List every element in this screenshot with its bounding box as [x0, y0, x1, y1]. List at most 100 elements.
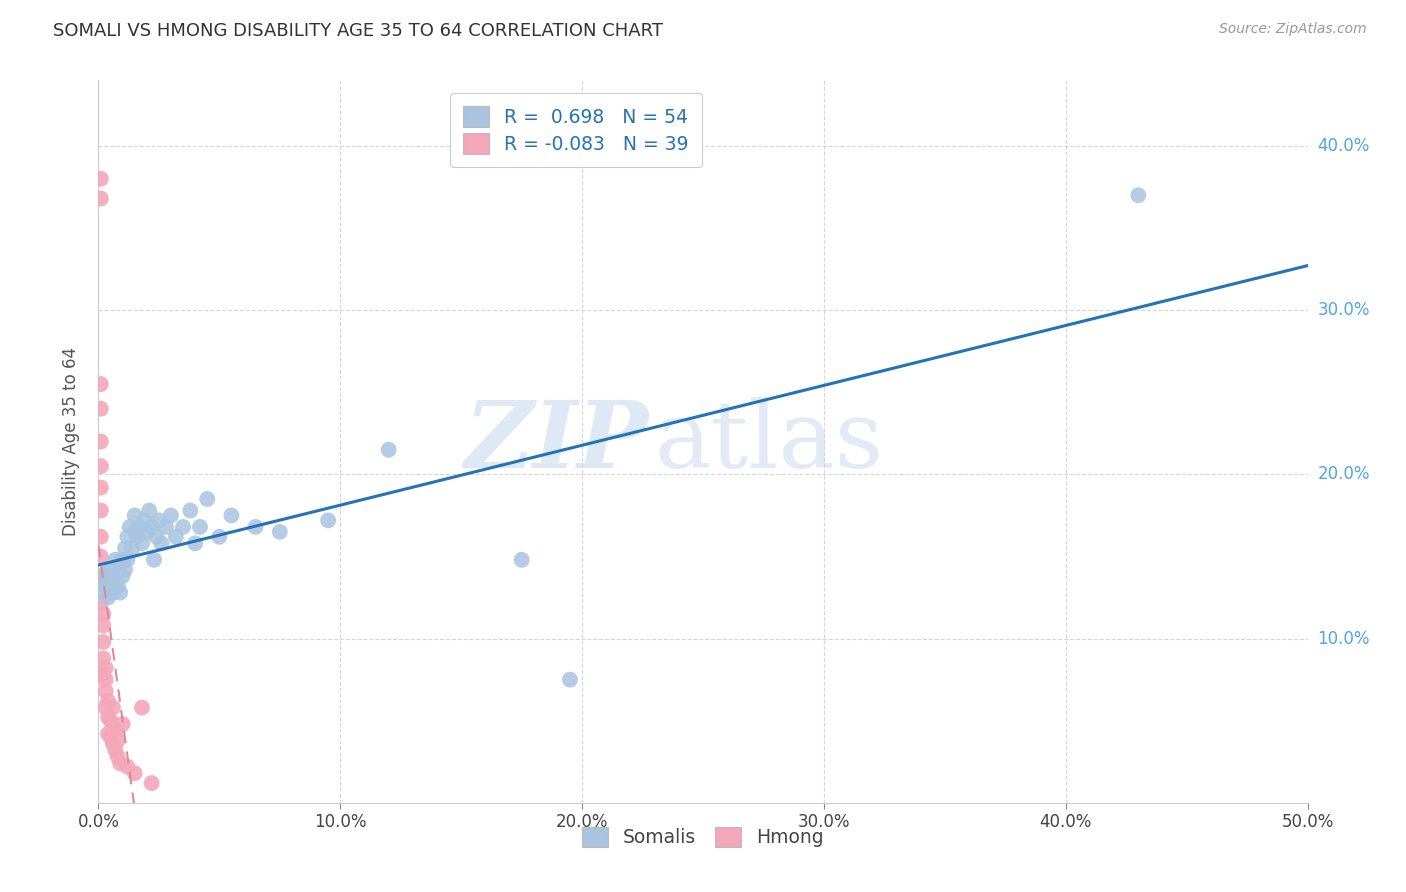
Point — [90, 503, 112, 517]
Point — [148, 513, 170, 527]
Point — [108, 558, 131, 572]
Point — [100, 582, 122, 597]
Point — [101, 700, 124, 714]
Point — [101, 585, 124, 599]
Point — [138, 503, 160, 517]
Point — [107, 563, 129, 577]
Text: atlas: atlas — [655, 397, 884, 486]
Point — [111, 553, 134, 567]
Point — [108, 756, 131, 771]
Point — [1128, 188, 1150, 202]
Point — [195, 491, 218, 506]
Point — [94, 684, 117, 698]
Point — [114, 541, 136, 556]
Point — [111, 569, 134, 583]
Point — [108, 585, 131, 599]
Point — [114, 563, 136, 577]
Point — [118, 520, 141, 534]
Point — [90, 434, 112, 449]
Point — [97, 591, 120, 605]
Point — [184, 536, 207, 550]
Point — [111, 717, 134, 731]
Point — [94, 579, 117, 593]
Point — [107, 733, 129, 747]
Point — [316, 513, 339, 527]
Point — [208, 530, 231, 544]
Text: ZIP: ZIP — [464, 397, 648, 486]
Point — [179, 503, 201, 517]
Point — [145, 530, 167, 544]
Point — [90, 171, 112, 186]
Point — [104, 723, 127, 738]
Point — [90, 481, 112, 495]
Legend: Somalis, Hmong: Somalis, Hmong — [575, 820, 831, 855]
Point — [245, 520, 267, 534]
Point — [104, 743, 127, 757]
Point — [558, 673, 581, 687]
Point — [97, 710, 120, 724]
Point — [91, 667, 114, 681]
Point — [90, 459, 112, 474]
Text: Source: ZipAtlas.com: Source: ZipAtlas.com — [1219, 22, 1367, 37]
Point — [91, 651, 114, 665]
Point — [90, 595, 112, 609]
Point — [101, 737, 124, 751]
Point — [117, 553, 139, 567]
Point — [97, 694, 120, 708]
Point — [90, 530, 112, 544]
Point — [141, 520, 163, 534]
Point — [143, 553, 166, 567]
Point — [104, 553, 127, 567]
Point — [91, 635, 114, 649]
Point — [97, 727, 120, 741]
Text: 30.0%: 30.0% — [1317, 301, 1369, 319]
Point — [101, 720, 124, 734]
Point — [165, 530, 187, 544]
Point — [94, 673, 117, 687]
Point — [94, 566, 117, 580]
Point — [90, 549, 112, 564]
Point — [117, 760, 139, 774]
Point — [121, 541, 143, 556]
Point — [100, 714, 122, 728]
Point — [91, 607, 114, 621]
Text: 20.0%: 20.0% — [1317, 466, 1369, 483]
Point — [135, 524, 157, 539]
Text: 10.0%: 10.0% — [1317, 630, 1369, 648]
Text: 40.0%: 40.0% — [1317, 137, 1369, 155]
Point — [90, 377, 112, 392]
Point — [91, 618, 114, 632]
Point — [188, 520, 211, 534]
Point — [141, 776, 163, 790]
Point — [124, 524, 146, 539]
Point — [91, 574, 114, 588]
Point — [107, 579, 129, 593]
Point — [94, 700, 117, 714]
Point — [107, 749, 129, 764]
Point — [90, 401, 112, 416]
Point — [377, 442, 399, 457]
Point — [160, 508, 183, 523]
Point — [127, 530, 149, 544]
Point — [150, 536, 173, 550]
Point — [100, 730, 122, 744]
Text: SOMALI VS HMONG DISABILITY AGE 35 TO 64 CORRELATION CHART: SOMALI VS HMONG DISABILITY AGE 35 TO 64 … — [53, 22, 664, 40]
Point — [221, 508, 243, 523]
Point — [131, 536, 153, 550]
Point — [101, 574, 124, 588]
Point — [90, 192, 112, 206]
Point — [94, 661, 117, 675]
Point — [128, 520, 150, 534]
Point — [172, 520, 194, 534]
Point — [117, 530, 139, 544]
Point — [510, 553, 533, 567]
Point — [104, 569, 127, 583]
Point — [90, 569, 112, 583]
Point — [131, 700, 153, 714]
Point — [124, 766, 146, 780]
Point — [269, 524, 291, 539]
Point — [100, 563, 122, 577]
Point — [97, 569, 120, 583]
Point — [91, 585, 114, 599]
Point — [124, 508, 146, 523]
